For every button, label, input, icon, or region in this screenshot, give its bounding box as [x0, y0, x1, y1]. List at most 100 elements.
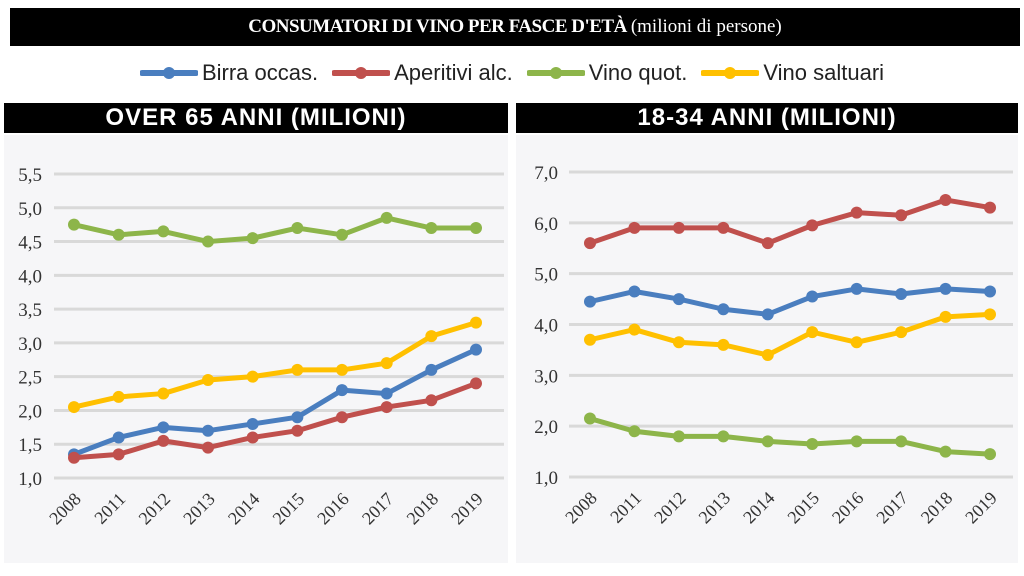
data-point	[470, 377, 482, 390]
data-point	[425, 222, 438, 235]
legend-marker-icon	[332, 67, 391, 79]
data-point	[939, 310, 952, 323]
data-point	[939, 282, 952, 295]
data-point	[895, 326, 908, 339]
data-point	[291, 411, 304, 424]
data-point	[470, 316, 482, 329]
x-tick-label: 2008	[561, 488, 601, 528]
y-tick-label: 1,0	[18, 469, 42, 490]
data-point	[628, 221, 641, 234]
legend-item: Aperitivi alc.	[332, 60, 513, 86]
data-point	[68, 218, 80, 231]
data-point	[984, 448, 996, 461]
data-point	[584, 237, 596, 250]
legend-item: Vino quot.	[526, 60, 688, 86]
legend-marker-icon	[701, 67, 760, 79]
legend: Birra occas. Aperitivi alc. Vino quot. Vino…	[0, 58, 1024, 88]
legend-marker-icon	[139, 67, 198, 79]
data-point	[717, 221, 730, 234]
x-tick-label: 2019	[961, 488, 1001, 528]
y-tick-label: 4,0	[18, 266, 42, 287]
data-point	[246, 370, 259, 383]
data-point	[628, 323, 641, 336]
data-point	[380, 211, 393, 224]
x-tick-label: 2012	[650, 488, 690, 528]
x-tick-label: 2016	[828, 488, 868, 528]
x-tick-label: 2014	[224, 489, 264, 529]
y-tick-label: 3,5	[18, 300, 42, 321]
data-point	[157, 225, 170, 238]
data-point	[939, 193, 952, 206]
data-point	[202, 424, 214, 437]
y-tick-label: 1,0	[534, 468, 558, 489]
series-line	[589, 311, 991, 358]
data-point	[584, 333, 596, 346]
data-point	[202, 374, 214, 387]
data-point	[246, 232, 259, 245]
y-tick-label: 7,0	[534, 163, 558, 184]
y-tick-label: 1,5	[18, 435, 42, 456]
x-tick-label: 2013	[179, 489, 219, 529]
y-tick-label: 3,0	[534, 366, 558, 387]
series-line	[73, 381, 477, 461]
data-point	[895, 209, 908, 222]
chart-panel-over65: 1,0 1,5 2,0 2,5 3,0 3,5 4,0 4,5 5,0 5,5 2008 2011 20…	[4, 135, 508, 563]
data-point	[202, 441, 214, 454]
data-point	[850, 435, 863, 448]
legend-marker-icon	[526, 67, 585, 79]
data-point	[672, 221, 685, 234]
data-point	[984, 308, 996, 321]
x-tick-label: 2011	[606, 488, 645, 527]
y-tick-label: 2,5	[18, 368, 42, 389]
data-point	[806, 290, 819, 303]
data-point	[202, 235, 214, 248]
series-line	[589, 416, 991, 457]
data-point	[717, 303, 730, 316]
data-point	[112, 431, 125, 444]
data-point	[246, 431, 259, 444]
series-line	[589, 286, 991, 317]
data-point	[717, 430, 730, 443]
data-point	[672, 430, 685, 443]
x-tick-label: 2017	[358, 489, 398, 529]
x-tick-label: 2014	[739, 488, 779, 528]
data-point	[157, 421, 170, 434]
chart-panel-18-34: 1,0 2,0 3,0 4,0 5,0 6,0 7,0 2008 2011 2012 2013 201…	[516, 135, 1018, 563]
panel-title-over65: OVER 65 ANNI (MILIONI)	[4, 103, 508, 133]
legend-label: Vino quot.	[588, 60, 688, 85]
data-point	[850, 206, 863, 219]
data-point	[761, 435, 774, 448]
legend-label: Vino saltuari	[763, 60, 885, 85]
x-tick-label: 2012	[135, 489, 175, 529]
y-tick-label: 4,5	[18, 233, 42, 254]
data-point	[628, 425, 641, 438]
x-tick-label: 2013	[695, 488, 735, 528]
data-point	[470, 343, 482, 356]
data-point	[246, 417, 259, 430]
x-tick-label: 2017	[872, 488, 912, 528]
x-tick-label: 2019	[447, 489, 487, 529]
data-point	[336, 411, 348, 424]
data-point	[291, 424, 304, 437]
y-tick-label: 6,0	[534, 214, 558, 235]
data-point	[112, 228, 125, 241]
data-point	[157, 434, 170, 447]
y-tick-label: 2,0	[534, 417, 558, 438]
legend-item: Birra occas.	[139, 60, 318, 86]
data-point	[584, 295, 596, 308]
data-point	[336, 384, 348, 397]
data-point	[470, 222, 482, 235]
data-point	[380, 401, 393, 414]
data-point	[806, 326, 819, 339]
chart-title: CONSUMATORI DI VINO PER FASCE D'ETÀ	[248, 16, 627, 37]
chart-title-bar: CONSUMATORI DI VINO PER FASCE D'ETÀ (mil…	[10, 8, 1020, 46]
y-tick-label: 5,0	[18, 199, 42, 220]
series-line	[73, 347, 478, 457]
y-tick-label: 4,0	[534, 316, 558, 337]
data-point	[761, 237, 774, 250]
data-point	[761, 349, 774, 361]
data-point	[425, 394, 438, 407]
panel-title-18-34: 18-34 ANNI (MILIONI)	[516, 103, 1018, 133]
data-point	[336, 228, 348, 241]
